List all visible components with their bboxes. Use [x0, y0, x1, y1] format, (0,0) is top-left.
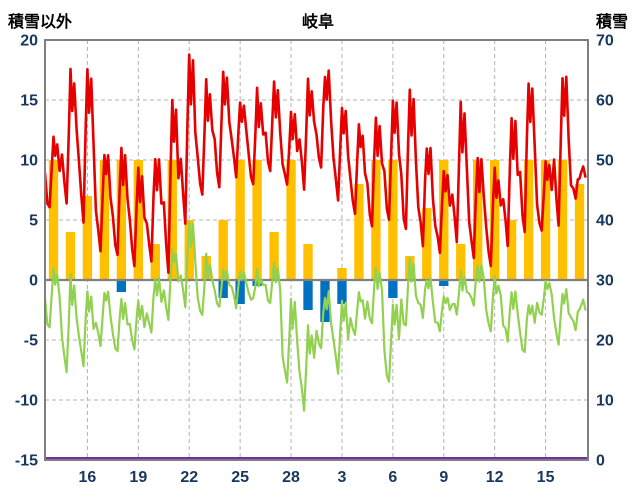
svg-text:25: 25 — [231, 469, 249, 486]
right-axis-title: 積雪 — [595, 14, 628, 31]
svg-text:-5: -5 — [24, 333, 38, 350]
svg-text:16: 16 — [79, 469, 97, 486]
svg-text:0: 0 — [29, 273, 38, 290]
svg-text:10: 10 — [596, 393, 614, 410]
svg-text:3: 3 — [338, 469, 347, 486]
sunshine-bars — [48, 160, 585, 280]
svg-text:15: 15 — [20, 93, 38, 110]
precipitation-bars — [116, 280, 449, 322]
right-axis-tick-labels: 70 60 50 40 30 20 10 0 — [596, 33, 614, 470]
svg-text:15: 15 — [537, 469, 555, 486]
svg-text:5: 5 — [29, 213, 38, 230]
svg-text:50: 50 — [596, 153, 614, 170]
svg-text:0: 0 — [596, 453, 605, 470]
svg-text:6: 6 — [388, 469, 397, 486]
svg-text:60: 60 — [596, 93, 614, 110]
secondary-temperature-line — [45, 221, 587, 412]
x-axis-tick-labels: 16 19 22 25 28 3 6 9 12 15 — [79, 469, 555, 486]
svg-text:30: 30 — [596, 273, 614, 290]
svg-text:9: 9 — [439, 469, 448, 486]
temperature-line — [45, 53, 587, 275]
svg-text:70: 70 — [596, 33, 614, 50]
svg-text:12: 12 — [486, 469, 504, 486]
svg-text:-15: -15 — [15, 453, 38, 470]
left-axis-tick-labels: 20 15 10 5 0 -5 -10 -15 — [15, 33, 38, 470]
svg-text:40: 40 — [596, 213, 614, 230]
svg-text:28: 28 — [282, 469, 300, 486]
svg-text:-10: -10 — [15, 393, 38, 410]
svg-text:22: 22 — [180, 469, 198, 486]
chart-title: 岐阜 — [301, 14, 335, 31]
svg-text:20: 20 — [20, 33, 38, 50]
line-series — [45, 53, 587, 412]
svg-text:19: 19 — [129, 469, 147, 486]
plot-border — [44, 39, 589, 461]
svg-text:20: 20 — [596, 333, 614, 350]
left-axis-title: 積雪以外 — [8, 14, 73, 31]
svg-text:10: 10 — [20, 153, 38, 170]
gridlines — [45, 40, 588, 460]
